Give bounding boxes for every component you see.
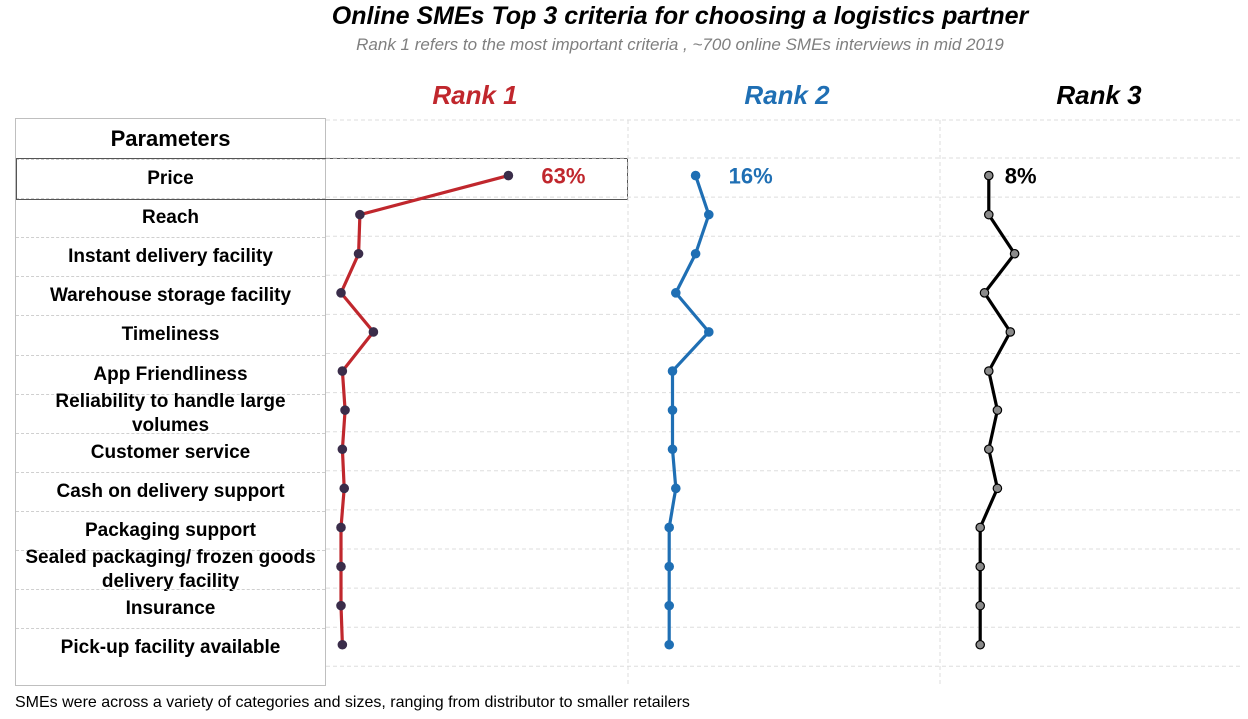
table-row: Packaging support	[16, 510, 325, 550]
table-row: Sealed packaging/ frozen goods delivery …	[16, 547, 325, 592]
data-point	[353, 248, 364, 259]
data-point	[667, 444, 678, 455]
data-point	[703, 327, 714, 337]
data-point	[1005, 327, 1016, 337]
table-row: Warehouse storage facility	[16, 276, 325, 315]
table-row: Insurance	[16, 589, 325, 628]
rank-2-header: Rank 2	[744, 80, 830, 110]
data-point	[975, 561, 985, 572]
rank-3-header: Rank 3	[1056, 80, 1142, 110]
data-point	[336, 561, 346, 572]
data-point	[983, 209, 994, 220]
data-point	[670, 288, 681, 298]
data-point	[503, 170, 514, 181]
table-row: Instant delivery facility	[16, 237, 325, 276]
data-point	[983, 170, 994, 181]
data-point	[664, 561, 674, 572]
data-point	[690, 248, 701, 259]
data-point	[975, 600, 985, 611]
data-point	[336, 522, 346, 533]
data-label: 8%	[1005, 164, 1037, 189]
table-row: Customer service	[16, 432, 325, 472]
data-point	[664, 639, 674, 650]
data-point	[667, 405, 678, 415]
footnote: SMEs were across a variety of categories…	[15, 694, 690, 711]
series-line-1	[339, 174, 509, 645]
table-row: Timeliness	[16, 315, 325, 354]
data-point	[992, 405, 1003, 415]
data-point	[340, 405, 350, 415]
data-point	[667, 366, 678, 376]
data-point	[336, 600, 346, 611]
data-point	[664, 522, 674, 533]
data-point	[355, 209, 365, 220]
data-point	[983, 444, 994, 455]
data-point	[979, 288, 990, 298]
table-row: Price	[16, 159, 325, 198]
data-point	[664, 600, 674, 611]
data-point	[992, 483, 1003, 494]
chart-subtitle: Rank 1 refers to the most important crit…	[356, 35, 1004, 54]
data-point	[337, 366, 348, 376]
table-row: App Friendliness	[16, 354, 325, 394]
data-point	[339, 483, 350, 494]
data-point	[975, 522, 985, 533]
parameters-table: Parameters Price Reach Instant delivery fa…	[15, 118, 326, 686]
table-row: Reliability to handle large volumes	[16, 391, 325, 436]
data-point	[983, 366, 994, 376]
data-point	[975, 639, 985, 650]
data-label: 16%	[729, 164, 773, 189]
data-point	[703, 209, 714, 220]
rank-1-header: Rank 1	[432, 80, 518, 110]
data-point	[368, 327, 379, 337]
table-row: Reach	[16, 198, 325, 237]
table-header: Parameters	[110, 126, 231, 151]
data-point	[337, 444, 348, 455]
chart-title: Online SMEs Top 3 criteria for choosing …	[331, 2, 1029, 30]
data-label: 63%	[541, 164, 585, 189]
table-row: Cash on delivery support	[16, 471, 325, 511]
table-row: Pick-up facility available	[16, 628, 325, 667]
data-point	[336, 288, 346, 298]
data-point	[670, 483, 681, 494]
data-point	[1009, 248, 1020, 259]
data-point	[337, 639, 348, 650]
data-point	[690, 170, 701, 181]
